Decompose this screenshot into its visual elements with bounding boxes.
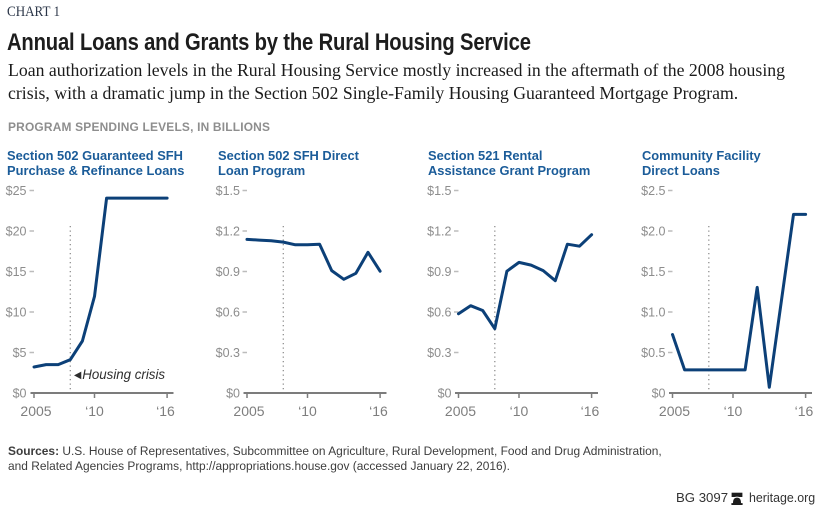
svg-text:$1.5: $1.5 [641, 265, 665, 279]
svg-text:$25: $25 [6, 184, 27, 198]
svg-text:2005: 2005 [233, 403, 264, 419]
svg-text:‘16: ‘16 [369, 403, 388, 419]
svg-text:‘16: ‘16 [795, 403, 814, 419]
svg-text:‘10: ‘10 [724, 403, 743, 419]
svg-text:‘10: ‘10 [85, 403, 104, 419]
svg-text:$2.0: $2.0 [641, 225, 665, 239]
svg-text:$0.6: $0.6 [216, 306, 240, 320]
svg-text:$1.5: $1.5 [427, 184, 451, 198]
svg-text:2005: 2005 [445, 403, 476, 419]
svg-text:$0: $0 [13, 387, 27, 401]
svg-text:2005: 2005 [20, 403, 51, 419]
svg-text:$10: $10 [6, 306, 27, 320]
svg-text:$20: $20 [6, 225, 27, 239]
svg-text:$15: $15 [6, 265, 27, 279]
svg-text:$0.3: $0.3 [427, 346, 451, 360]
svg-text:$0.9: $0.9 [427, 265, 451, 279]
svg-text:$1.5: $1.5 [216, 184, 240, 198]
svg-text:$1.2: $1.2 [216, 225, 240, 239]
svg-text:$0.5: $0.5 [641, 346, 665, 360]
svg-text:$2.5: $2.5 [641, 184, 665, 198]
svg-text:$0: $0 [438, 387, 452, 401]
svg-text:2005: 2005 [659, 403, 690, 419]
svg-text:‘16: ‘16 [156, 403, 175, 419]
svg-text:$0: $0 [226, 387, 240, 401]
svg-text:$0.9: $0.9 [216, 265, 240, 279]
svg-text:$0.6: $0.6 [427, 306, 451, 320]
svg-text:‘10: ‘10 [510, 403, 529, 419]
svg-text:‘10: ‘10 [298, 403, 317, 419]
svg-text:‘16: ‘16 [581, 403, 600, 419]
svg-text:$0: $0 [652, 387, 666, 401]
svg-text:$0.3: $0.3 [216, 346, 240, 360]
svg-text:$1.2: $1.2 [427, 225, 451, 239]
svg-text:$5: $5 [13, 346, 27, 360]
svg-text:$1.0: $1.0 [641, 306, 665, 320]
